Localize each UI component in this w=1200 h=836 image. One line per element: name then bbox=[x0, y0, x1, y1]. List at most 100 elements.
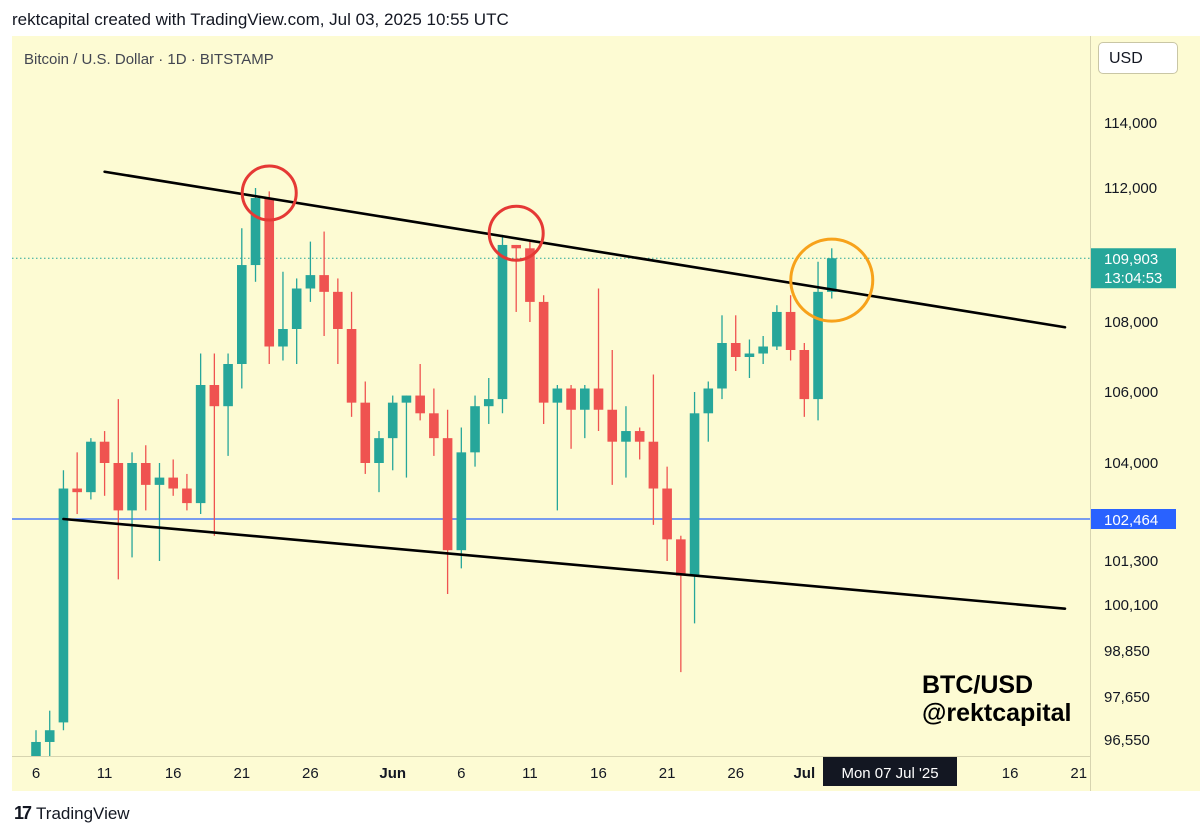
candle bbox=[593, 288, 604, 432]
candle-body bbox=[744, 353, 755, 357]
candle-body bbox=[511, 244, 521, 249]
annotation-circle-red bbox=[240, 164, 298, 222]
price-tick-label: 114,000 bbox=[1104, 115, 1157, 132]
candle bbox=[758, 336, 768, 364]
candle-body bbox=[593, 388, 604, 410]
time-tick-label: 21 bbox=[1070, 765, 1087, 782]
candle bbox=[168, 459, 178, 496]
level-price-tag-bg bbox=[1091, 509, 1176, 529]
candle-body bbox=[799, 350, 810, 400]
candle-body bbox=[566, 388, 576, 410]
candle bbox=[497, 234, 508, 414]
level-price-tag-label: 102,464 bbox=[1104, 512, 1158, 529]
watermark-author: @rektcapital bbox=[922, 699, 1072, 727]
candle bbox=[621, 406, 631, 478]
candle bbox=[744, 339, 755, 378]
candle bbox=[401, 395, 412, 478]
candle-body bbox=[387, 402, 398, 439]
candle-body bbox=[676, 539, 686, 576]
candle-body bbox=[525, 248, 535, 302]
candle bbox=[278, 271, 288, 361]
candle bbox=[483, 378, 494, 424]
candle bbox=[676, 535, 686, 673]
candle-body bbox=[305, 275, 316, 289]
candle-body bbox=[717, 343, 727, 389]
date-tooltip-bg bbox=[823, 757, 957, 786]
candle bbox=[86, 438, 96, 500]
time-axis-divider bbox=[12, 756, 1090, 757]
candle-body bbox=[415, 395, 425, 414]
price-axis[interactable] bbox=[1090, 36, 1200, 791]
chart-pane[interactable] bbox=[12, 36, 1090, 791]
candle bbox=[113, 399, 124, 580]
candle-body bbox=[580, 388, 590, 410]
candle-body bbox=[483, 399, 494, 407]
candle bbox=[730, 315, 741, 371]
time-tick-label: Jun bbox=[379, 765, 406, 782]
candle bbox=[799, 343, 810, 417]
candle-body bbox=[360, 402, 371, 463]
candle bbox=[264, 191, 275, 364]
candle bbox=[511, 244, 521, 312]
candle-body bbox=[250, 198, 261, 266]
candle-body bbox=[86, 441, 96, 493]
candle bbox=[360, 381, 371, 474]
candle-body bbox=[772, 311, 782, 347]
candle bbox=[182, 473, 192, 511]
candle bbox=[140, 445, 151, 511]
price-tick-label: 96,550 bbox=[1104, 732, 1150, 749]
candle-body bbox=[44, 730, 55, 742]
price-tick-label: 98,850 bbox=[1104, 643, 1150, 660]
time-tick-label: 6 bbox=[457, 765, 465, 782]
candle bbox=[785, 295, 796, 361]
candle bbox=[99, 431, 110, 496]
candle-body bbox=[689, 413, 700, 576]
time-tick-label: 26 bbox=[727, 765, 744, 782]
candle bbox=[154, 463, 165, 561]
time-tick-label: 21 bbox=[233, 765, 250, 782]
candle bbox=[319, 231, 329, 336]
trendline-upper bbox=[103, 170, 1067, 329]
tradingview-logo[interactable]: 17 TradingView bbox=[14, 803, 130, 824]
chart-caption: rektcapital created with TradingView.com… bbox=[12, 10, 509, 29]
candle bbox=[566, 385, 576, 449]
candle-body bbox=[154, 477, 165, 485]
candle bbox=[209, 353, 220, 536]
time-tick-label: 11 bbox=[522, 765, 538, 782]
currency-selector[interactable]: USD bbox=[1098, 42, 1178, 74]
candle-body bbox=[374, 438, 384, 463]
candle bbox=[223, 353, 233, 456]
time-tick-label: 16 bbox=[590, 765, 607, 782]
time-tick-label: 16 bbox=[1002, 765, 1019, 782]
price-tick-label: 104,000 bbox=[1104, 455, 1158, 472]
tradingview-logo-icon: 17 bbox=[14, 803, 32, 823]
candle bbox=[127, 452, 137, 558]
annotation-circle-orange bbox=[789, 237, 875, 323]
time-tick-label: 26 bbox=[302, 765, 319, 782]
candle-body bbox=[497, 244, 508, 400]
candle-body bbox=[209, 385, 220, 407]
price-tick-label: 112,000 bbox=[1104, 180, 1157, 197]
candle-body bbox=[72, 488, 82, 493]
time-tick-label: 16 bbox=[165, 765, 182, 782]
candle bbox=[291, 278, 302, 364]
price-axis-divider bbox=[1090, 36, 1091, 791]
candle-body bbox=[662, 488, 672, 540]
candle bbox=[607, 350, 618, 485]
candle bbox=[662, 466, 672, 561]
candle-body bbox=[319, 275, 329, 292]
candle bbox=[634, 427, 645, 460]
candle-body bbox=[127, 463, 137, 511]
candle-body bbox=[813, 291, 823, 400]
candle-body bbox=[278, 329, 288, 347]
watermark-pair: BTC/USD bbox=[922, 671, 1034, 699]
candle bbox=[44, 710, 55, 756]
candle bbox=[305, 241, 316, 302]
annotation-circle-red bbox=[487, 204, 545, 262]
price-tick-label: 100,100 bbox=[1104, 597, 1158, 614]
candle bbox=[415, 364, 425, 421]
candle bbox=[772, 305, 782, 350]
candle-body bbox=[730, 343, 741, 357]
candle-body bbox=[758, 346, 768, 354]
candle-body bbox=[113, 463, 124, 511]
